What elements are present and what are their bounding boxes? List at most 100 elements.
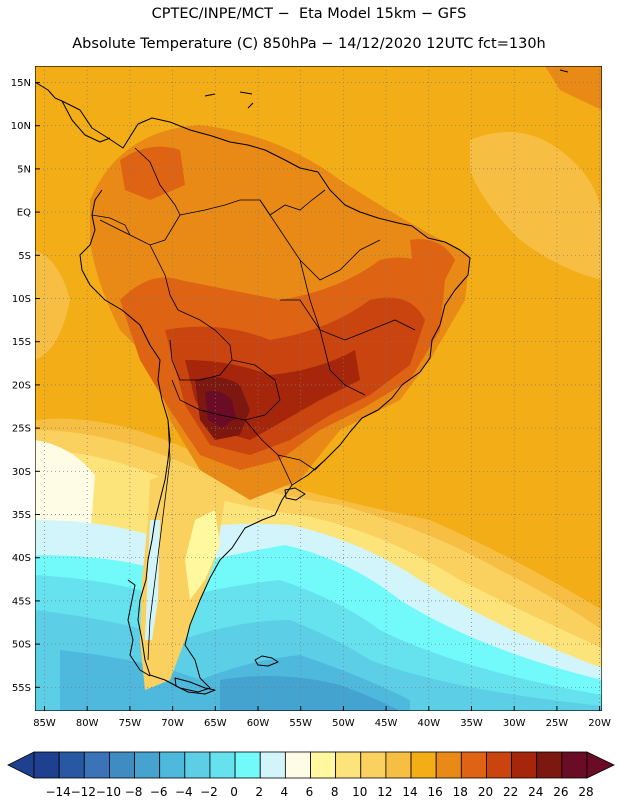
- latitude-label: 25S: [12, 424, 31, 435]
- longitude-label: 55W: [289, 718, 312, 729]
- longitude-label: 65W: [204, 718, 227, 729]
- colorbar-swatch: [259, 751, 286, 779]
- border-bolivia: [169, 309, 233, 381]
- colorbar-label: 16: [428, 785, 443, 799]
- coastline-caribbean-islands: [204, 69, 569, 109]
- coastline-tierra-del-fuego: [174, 677, 216, 695]
- border-chile-argentina: [147, 419, 171, 661]
- border-colombia-venezuela: [134, 147, 181, 216]
- longitude-label: 45W: [375, 718, 398, 729]
- border-argentina-north: [171, 379, 293, 486]
- border-brazil-states: [259, 199, 416, 396]
- colorbar-swatch: [159, 751, 186, 779]
- colorbar-label: −6: [150, 785, 168, 799]
- colorbar-label: 12: [377, 785, 392, 799]
- colorbar-label: 18: [453, 785, 468, 799]
- latitude-label: 20S: [12, 380, 31, 391]
- colorbar-label: 26: [553, 785, 568, 799]
- longitude-label: 80W: [76, 718, 99, 729]
- latitude-label: 30S: [12, 467, 31, 478]
- colorbar-swatch: [310, 751, 337, 779]
- longitude-label: 75W: [119, 718, 142, 729]
- latitude-label: EQ: [17, 208, 31, 219]
- colorbar-swatch: [134, 751, 161, 779]
- colorbar-low-arrow: [7, 751, 35, 779]
- latitude-label: 5N: [17, 164, 31, 175]
- colorbar-swatch: [83, 751, 110, 779]
- colorbar-label: 22: [503, 785, 518, 799]
- coastline-rio-plata: [284, 487, 306, 501]
- border-guianas: [269, 189, 326, 216]
- colorbar-swatch: [460, 751, 487, 779]
- longitude-label: 40W: [417, 718, 440, 729]
- colorbar-label: 0: [230, 785, 238, 799]
- latitude-label: 10S: [12, 294, 31, 305]
- colorbar-labels: −14 −12 −10 −8 −6 −4 −2 0 2 4 6 8 10 12 14 16 18 20 22 24 26…: [45, 785, 593, 799]
- coastline: [35, 69, 569, 695]
- longitude-label: 25W: [546, 718, 569, 729]
- north-c20-patch1: [120, 146, 185, 200]
- latitude-label: 40S: [12, 553, 31, 564]
- caribbean-c18-patch: [545, 66, 602, 110]
- latitude-label: 55S: [12, 683, 31, 694]
- colorbar-swatch: [410, 751, 437, 779]
- land-andes-south: [145, 520, 160, 640]
- longitude-label: 85W: [33, 718, 56, 729]
- colorbar-swatch: [561, 751, 588, 779]
- longitude-label: 60W: [247, 718, 270, 729]
- colorbar-label: −2: [200, 785, 218, 799]
- colorbar-swatch: [234, 751, 261, 779]
- colorbar-label: 2: [255, 785, 263, 799]
- latitude-label: 50S: [12, 640, 31, 651]
- colorbar-label: −14: [45, 785, 70, 799]
- longitude-label: 20W: [588, 718, 611, 729]
- colorbar-label: −8: [125, 785, 143, 799]
- colorbar-swatch: [511, 751, 538, 779]
- colorbar-label: 20: [478, 785, 493, 799]
- colorbar-swatch: [385, 751, 412, 779]
- colorbar-swatch: [435, 751, 462, 779]
- colorbar-boxes: [7, 751, 615, 779]
- colorbar-swatch: [184, 751, 211, 779]
- colorbar-high-arrow: [586, 751, 615, 779]
- coastline-falklands: [254, 655, 279, 667]
- colorbar-label: 4: [281, 785, 289, 799]
- border-ecuador: [91, 214, 131, 236]
- longitude-label: 30W: [503, 718, 526, 729]
- north-c20-patch3: [410, 239, 455, 290]
- colorbar-label: 28: [578, 785, 593, 799]
- border-brazil-paraguay: [231, 359, 281, 421]
- latitude-label: 5S: [18, 251, 31, 262]
- coastline-south-america: [61, 100, 471, 693]
- colorbar-label: −12: [71, 785, 96, 799]
- colorbar-swatch: [486, 751, 512, 779]
- colorbar-swatch: [360, 751, 387, 779]
- latitude-label: 45S: [12, 596, 31, 607]
- pacific-c16-patch: [35, 250, 70, 360]
- colorbar-label: 10: [352, 785, 367, 799]
- colorbar-swatch: [109, 751, 135, 779]
- latitude-label: 15S: [12, 337, 31, 348]
- land-patagonia-light: [185, 510, 220, 600]
- longitude-label: 35W: [460, 718, 483, 729]
- land-warm-c28: [205, 391, 236, 428]
- latitude-label: 10N: [11, 121, 31, 132]
- latitude-label: 15N: [11, 78, 31, 89]
- north-c20-patch2: [280, 184, 330, 225]
- border-peru-brazil: [149, 244, 179, 311]
- map-title-line1: CPTEC/INPE/MCT − Eta Model 15km − GFS: [151, 6, 467, 22]
- colorbar-swatch: [58, 751, 85, 779]
- longitude-label: 70W: [161, 718, 184, 729]
- colorbar-label: −4: [175, 785, 193, 799]
- colorbar-swatch: [335, 751, 362, 779]
- colorbar-swatch: [284, 751, 311, 779]
- latitude-label: 35S: [12, 510, 31, 521]
- latitude-labels: 15N 10N 5N EQ 5S 10S 15S 20S 25S 30S 35S 40S 45S 50S 5…: [11, 78, 40, 694]
- temperature-field: [35, 66, 602, 711]
- country-borders: [91, 147, 416, 661]
- colorbar-label: 6: [306, 785, 314, 799]
- border-uruguay: [277, 454, 326, 471]
- coastline-chile-islands: [127, 579, 151, 677]
